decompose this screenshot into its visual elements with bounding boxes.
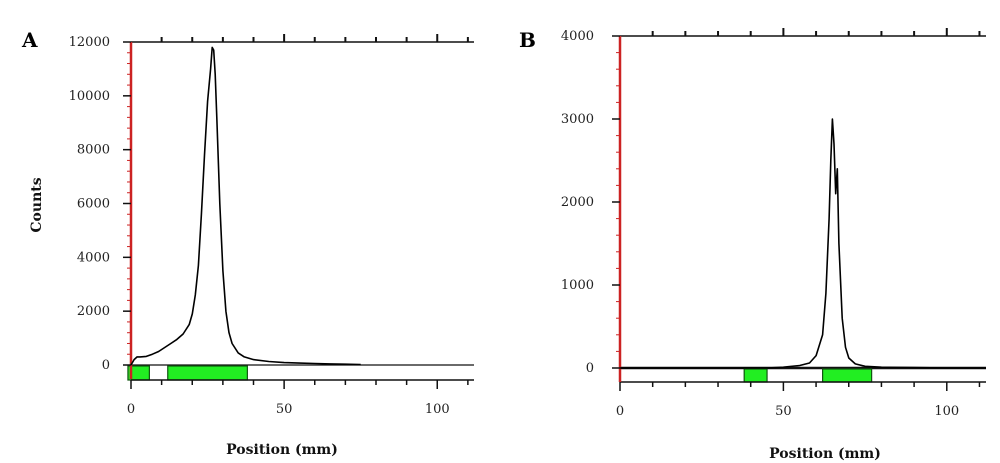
x-tick-label-a: 0: [127, 402, 135, 417]
panel-label-b: B: [519, 28, 536, 52]
y-tick-label-a: 12000: [69, 35, 110, 50]
region-box-a-2: [167, 365, 248, 381]
x-axis-title-a: Position (mm): [226, 442, 338, 458]
x-tick-label-b: 50: [775, 404, 792, 419]
y-tick-label-a: 0: [102, 358, 110, 373]
y-tick-label-a: 4000: [77, 250, 110, 265]
x-tick-label-a: 100: [425, 402, 450, 417]
y-tick-label-b: 2000: [561, 195, 594, 210]
data-line-a: [130, 46, 361, 366]
y-axis-title-a: Counts: [29, 177, 45, 232]
y-tick-label-a: 8000: [77, 143, 110, 158]
y-tick-label-b: 0: [586, 361, 594, 376]
plot-area-a: 0 50 100 0 2000 4000 6000 8000 10000 12000: [69, 34, 474, 417]
y-tick-label-b: 3000: [561, 112, 594, 127]
chart-panel-a: A Counts Position (mm) 0 50 100 0 2000 4000 60…: [21, 28, 474, 458]
y-tick-label-a: 10000: [69, 89, 110, 104]
panel-label-a: A: [21, 28, 38, 52]
region-box-b-1: [743, 368, 768, 383]
y-tick-label-b: 4000: [561, 29, 594, 44]
data-line-b: [620, 118, 986, 369]
region-box-b-2: [822, 368, 873, 383]
x-tick-label-b: 0: [616, 404, 624, 419]
y-tick-label-a: 6000: [77, 197, 110, 212]
x-axis-title-b: Position (mm): [769, 446, 881, 462]
y-tick-label-a: 2000: [77, 304, 110, 319]
x-tick-label-a: 50: [276, 402, 293, 417]
y-tick-label-b: 1000: [561, 278, 594, 293]
x-tick-label-b: 100: [934, 404, 959, 419]
